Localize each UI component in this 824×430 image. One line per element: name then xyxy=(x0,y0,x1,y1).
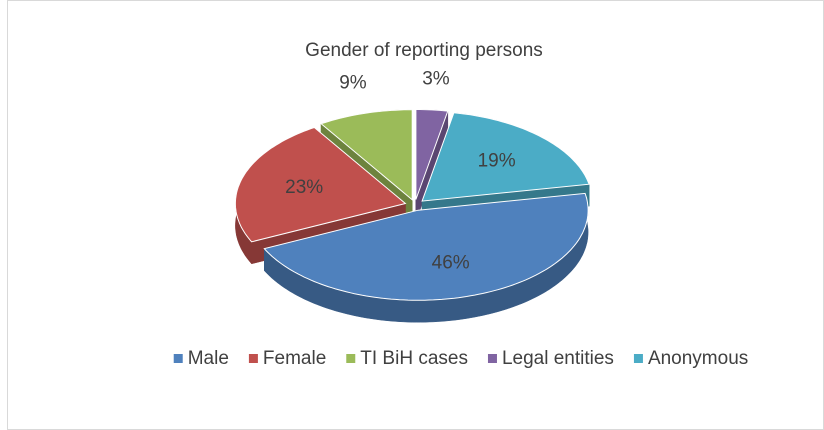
data-label: 46% xyxy=(432,252,470,273)
legend: Male Female TI BiH cases Legal entities Anon… xyxy=(173,348,748,369)
legend-marker xyxy=(487,354,497,363)
data-label: 23% xyxy=(285,177,323,198)
legend-marker xyxy=(248,354,258,363)
data-label: 19% xyxy=(478,151,516,172)
slice xyxy=(320,109,413,201)
legend-label: Male xyxy=(188,348,229,369)
pie: 46% 23% 9% 3% 19% xyxy=(234,69,590,323)
data-label: 3% xyxy=(422,69,450,90)
slice xyxy=(415,109,449,200)
legend-label: Legal entities xyxy=(502,348,614,369)
slice xyxy=(263,192,589,301)
slice xyxy=(421,112,590,202)
legend-marker xyxy=(633,354,643,363)
legend-marker xyxy=(173,354,183,363)
legend-label: Anonymous xyxy=(648,348,748,369)
legend-marker xyxy=(346,354,356,363)
slice xyxy=(234,126,407,243)
legend-label: Female xyxy=(263,348,326,369)
chart-title: Gender of reporting persons xyxy=(305,40,543,61)
data-label: 9% xyxy=(339,73,367,94)
legend-label: TI BiH cases xyxy=(360,348,468,369)
